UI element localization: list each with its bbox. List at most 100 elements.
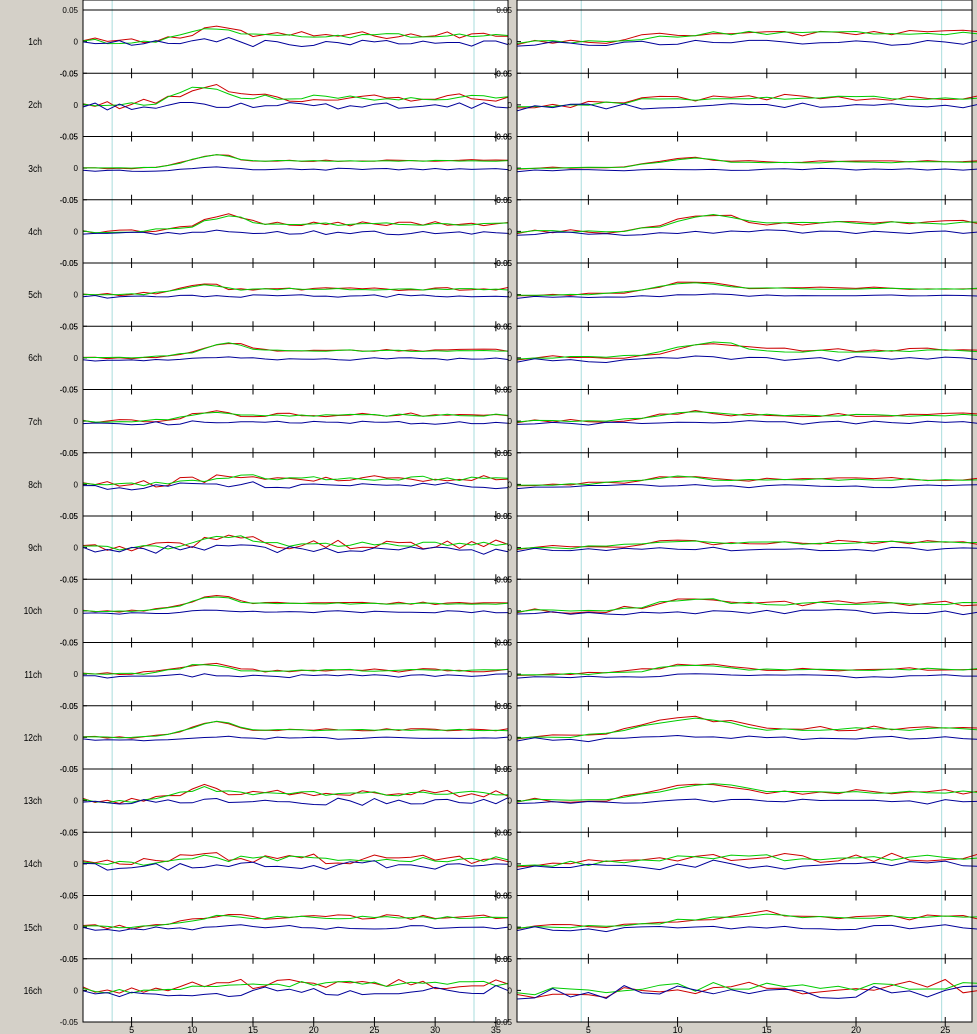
series-line-green (516, 282, 977, 296)
series-line-red (516, 598, 977, 614)
series-line-blue (516, 355, 977, 364)
series-line-red (516, 715, 977, 740)
y-tick-label: -0.05 (60, 765, 79, 774)
y-tick-label: -0.05 (494, 1018, 513, 1027)
y-tick-label: -0.05 (494, 322, 513, 331)
y-tick-label: -0.05 (60, 955, 79, 964)
plot-border (516, 0, 973, 1023)
y-tick-label: 0 (74, 227, 79, 236)
y-tick-label: 0 (508, 986, 513, 995)
x-tick-label: 10 (187, 1025, 197, 1034)
y-tick-label: -0.05 (494, 133, 513, 142)
y-tick-label: -0.05 (494, 828, 513, 837)
y-tick-label: -0.05 (494, 892, 513, 901)
y-tick-label: 0 (508, 227, 513, 236)
channel-label: 12ch (23, 732, 42, 744)
series-line-red (82, 83, 509, 110)
series-line-green (82, 596, 509, 613)
y-tick-label: -0.05 (494, 259, 513, 268)
y-tick-label: -0.05 (494, 765, 513, 774)
series-line-green (82, 535, 509, 551)
y-tick-label: -0.05 (60, 259, 79, 268)
y-tick-label: -0.05 (60, 386, 79, 395)
y-tick-label: -0.05 (60, 765, 79, 774)
series-line-green (82, 474, 509, 487)
channel-label: 9ch (28, 543, 42, 554)
series-line-red (82, 410, 509, 424)
y-tick-label: -0.05 (494, 259, 513, 268)
y-tick-label: -0.05 (494, 702, 513, 711)
series-line-green (516, 913, 977, 929)
y-tick-label: -0.05 (494, 575, 513, 584)
channel-label: 1ch (28, 37, 42, 48)
y-tick-label: -0.05 (494, 955, 513, 964)
series-line-blue (82, 166, 509, 172)
y-tick-label: -0.05 (60, 69, 79, 78)
y-tick-label: -0.05 (60, 828, 79, 837)
x-tick-label: 10 (673, 1025, 683, 1034)
channel-label-column: 1ch 2ch 3ch 4ch 5ch 6ch 7ch 8ch 9ch 10ch 11ch 12ch 1… (0, 0, 80, 1034)
series-line-red (516, 978, 977, 999)
y-tick-label: -0.05 (494, 639, 513, 648)
series-line-green (516, 341, 977, 360)
series-line-blue (82, 924, 509, 932)
series-line-blue (516, 293, 977, 299)
series-line-green (82, 86, 509, 107)
y-tick-label: 0 (508, 480, 513, 489)
series-line-green (516, 30, 977, 44)
y-tick-label: -0.05 (494, 892, 513, 901)
series-line-red (82, 978, 509, 994)
plot-area (83, 0, 508, 1022)
y-tick-label: 0 (508, 101, 513, 110)
series-line-blue (516, 608, 977, 616)
y-tick-label: -0.05 (494, 512, 513, 521)
series-line-green (82, 342, 509, 359)
series-line-blue (516, 102, 977, 112)
y-tick-label: -0.05 (494, 196, 513, 205)
y-tick-label: -0.05 (60, 449, 79, 458)
series-line-green (82, 664, 509, 675)
channel-label: 5ch (28, 290, 42, 301)
series-line-red (516, 214, 977, 235)
series-line-green (82, 284, 509, 296)
y-tick-label: 0 (74, 38, 79, 47)
y-tick-label: 0 (508, 164, 513, 173)
series-line-blue (516, 167, 977, 173)
y-tick-label: 0 (74, 354, 79, 363)
series-line-blue (82, 356, 509, 362)
y-tick-label: -0.05 (60, 259, 79, 268)
series-line-green (516, 213, 977, 234)
x-tick-label: 15 (248, 1025, 258, 1034)
series-line-red (82, 783, 509, 805)
y-tick-label: 0 (74, 101, 79, 110)
y-tick-label: 0 (74, 291, 79, 300)
series-line-blue (82, 609, 509, 615)
series-line-red (516, 29, 977, 46)
channel-label: 4ch (28, 226, 42, 238)
y-tick-label: 0 (74, 607, 79, 616)
y-tick-label: 0 (508, 607, 513, 616)
series-line-green (516, 981, 977, 996)
y-tick-label: 0 (74, 164, 79, 173)
series-line-blue (516, 985, 977, 1000)
y-tick-label: -0.05 (60, 133, 79, 142)
series-line-blue (82, 420, 509, 426)
x-tick-label: 30 (430, 1025, 440, 1034)
series-line-blue (516, 798, 977, 805)
y-tick-label: 0 (508, 417, 513, 426)
y-tick-label: 0 (74, 544, 79, 553)
series-line-green (516, 854, 977, 867)
series-line-blue (82, 481, 509, 491)
y-tick-label: -0.05 (60, 1018, 79, 1027)
y-tick-label: -0.05 (60, 196, 79, 205)
series-line-blue (516, 924, 977, 933)
channel-label: 8ch (28, 479, 42, 491)
channel-label: 6ch (28, 353, 42, 365)
y-tick-label: -0.05 (494, 639, 513, 648)
y-tick-label: -0.05 (494, 69, 513, 78)
series-line-blue (82, 860, 509, 871)
y-tick-label: -0.05 (60, 702, 79, 711)
x-tick-label: 5 (129, 1025, 134, 1034)
x-tick-label: 20 (851, 1025, 861, 1034)
